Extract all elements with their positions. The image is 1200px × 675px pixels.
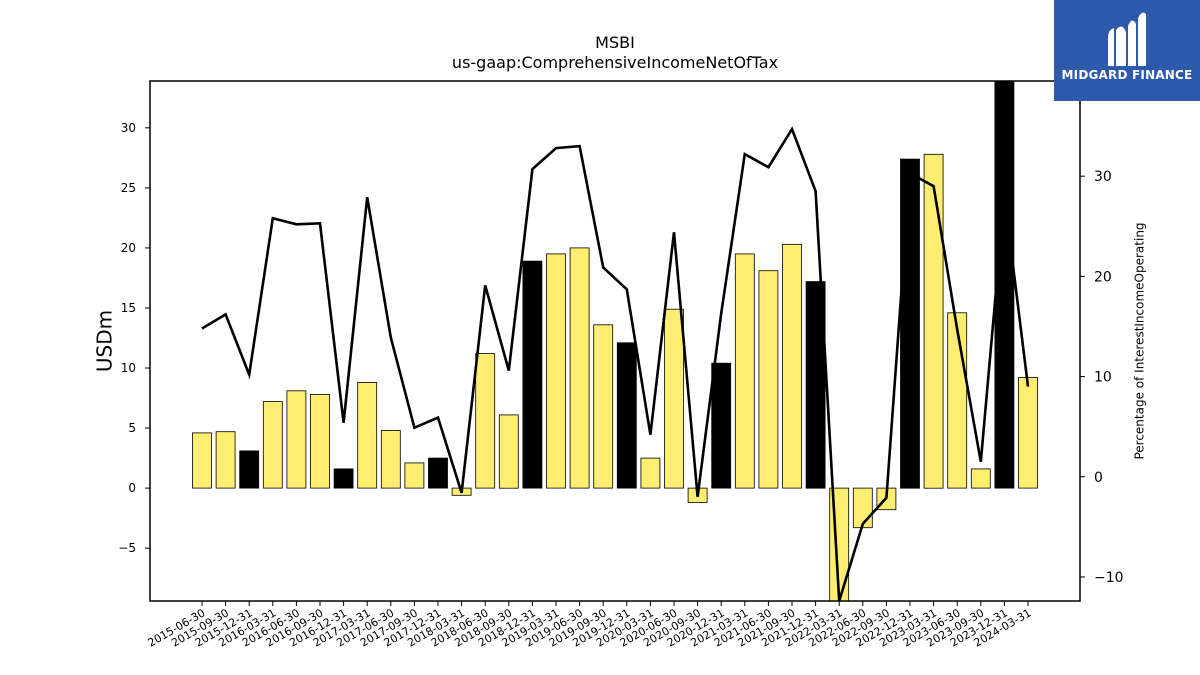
bar [947, 312, 968, 489]
left-axis-ticks: −5 0 5 10 15 20 25 30 [118, 121, 150, 555]
y-tick-label: 10 [121, 361, 136, 375]
chart-subtitle: us-gaap:ComprehensiveIncomeNetOfTax [451, 53, 779, 72]
y2-tick-label: 0 [1094, 470, 1103, 486]
percentage-line-series [201, 126, 1030, 602]
bar [923, 153, 944, 489]
bar [522, 260, 543, 489]
bar [215, 431, 236, 489]
bar [498, 414, 519, 489]
y-tick-label: 20 [121, 241, 136, 255]
bar [970, 468, 991, 489]
y-tick-label: 15 [121, 301, 136, 315]
y2-tick-label: 10 [1094, 370, 1112, 386]
bar [357, 381, 378, 489]
bar [640, 457, 661, 489]
bar [428, 457, 448, 489]
bar [616, 342, 637, 489]
bar [805, 281, 826, 489]
bar [192, 432, 212, 489]
bar [900, 158, 920, 489]
bar [546, 253, 566, 489]
bar [404, 462, 425, 489]
bar [593, 324, 614, 489]
percentage-line [201, 126, 1030, 602]
y2-tick-label: 20 [1094, 269, 1112, 285]
midgard-finance-logo: MIDGARD FINANCE [1054, 0, 1200, 101]
y-axis-label: USDm [93, 310, 117, 372]
bar [1018, 377, 1038, 489]
bar [758, 270, 779, 489]
bar [475, 353, 496, 489]
y2-axis-label: Percentage of InterestIncomeOperating [1133, 222, 1147, 459]
bar [782, 243, 802, 489]
chart-title: MSBI [595, 33, 635, 52]
bar [569, 247, 590, 489]
bar [239, 450, 260, 489]
bar [380, 430, 401, 489]
bar-series [192, 80, 1038, 602]
bar [310, 393, 330, 489]
y2-tick-label: 30 [1094, 169, 1112, 185]
y-tick-label: 30 [121, 121, 136, 135]
bar [286, 390, 307, 489]
plot-frame [149, 80, 1081, 602]
y-tick-label: −5 [118, 541, 136, 555]
y2-tick-label: −10 [1094, 570, 1124, 586]
right-axis-ticks: −10 0 10 20 30 [1080, 169, 1124, 586]
bar [262, 401, 283, 489]
bar [852, 487, 873, 529]
logo-text: MIDGARD FINANCE [1061, 68, 1193, 82]
y-tick-label: 25 [121, 181, 136, 195]
x-axis-ticks: 2015-06-302015-09-302015-12-312016-03-31… [146, 601, 1034, 650]
bar [333, 468, 354, 489]
bar [711, 362, 732, 489]
bar [734, 253, 755, 489]
y-tick-label: 0 [128, 481, 136, 495]
bar [664, 308, 684, 489]
y-tick-label: 5 [128, 421, 136, 435]
midgard-logo-icon [1108, 12, 1146, 67]
